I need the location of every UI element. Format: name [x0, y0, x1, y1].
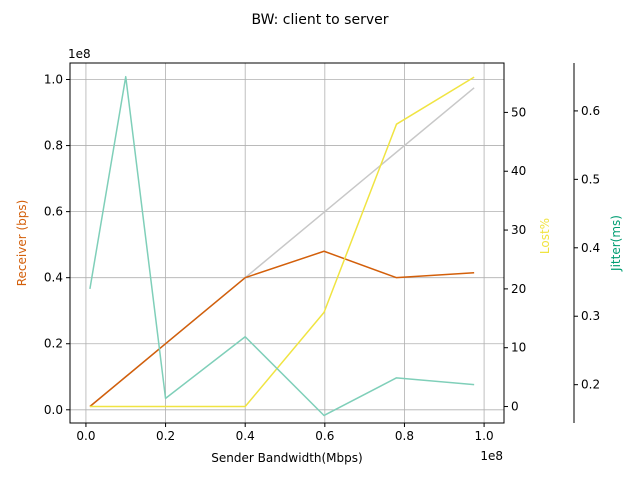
- left-tick-label: 0.4: [44, 271, 63, 285]
- series-line-receiver-bps: [89, 250, 475, 408]
- plot-frame: [69, 62, 505, 424]
- x-tick-label: 0.0: [76, 429, 95, 443]
- grid: [70, 63, 504, 423]
- right-y-axis-jitter: 0.2 0.3 0.4 0.5 0.6: [573, 63, 600, 423]
- left-tick-label: 0.8: [44, 139, 63, 153]
- left-tick-label: 0.6: [44, 205, 63, 219]
- x-axis: 0.0 0.2 0.4 0.6 0.8 1.0: [76, 423, 494, 443]
- right2-tick-label: 0.6: [581, 104, 600, 118]
- left-tick-label: 0.2: [44, 337, 63, 351]
- left-tick-label: 1.0: [44, 73, 63, 87]
- right2-tick-label: 0.2: [581, 378, 600, 392]
- x-tick-label: 0.2: [156, 429, 175, 443]
- x-tick-label: 0.4: [236, 429, 255, 443]
- x-tick-label: 0.6: [315, 429, 334, 443]
- right-y-axis-lost: 0 10 20 30 40 50: [504, 105, 526, 414]
- right-tick-label: 30: [511, 223, 526, 237]
- right-tick-label: 20: [511, 282, 526, 296]
- right2-tick-label: 0.3: [581, 309, 600, 323]
- x-axis-label: Sender Bandwidth(Mbps): [211, 451, 362, 465]
- right-axis-label-jitter: Jitter(ms): [609, 215, 623, 272]
- right2-tick-label: 0.5: [581, 172, 600, 186]
- left-offset-label: 1e8: [68, 47, 91, 61]
- left-y-axis: 0.0 0.2 0.4 0.6 0.8 1.0: [44, 73, 70, 417]
- chart-title: BW: client to server: [251, 12, 388, 28]
- right-axis-label-lost: Lost%: [538, 218, 552, 254]
- right-tick-label: 10: [511, 341, 526, 355]
- right-tick-label: 40: [511, 164, 526, 178]
- right2-tick-label: 0.4: [581, 241, 600, 255]
- series-lines: [89, 75, 475, 417]
- series-line-lost: [89, 76, 475, 408]
- x-tick-label: 0.8: [395, 429, 414, 443]
- right-tick-label: 0: [511, 400, 519, 414]
- x-tick-label: 1.0: [475, 429, 494, 443]
- left-tick-label: 0.0: [44, 403, 63, 417]
- left-axis-label: Receiver (bps): [15, 200, 29, 287]
- series-line-jitter-ms: [89, 75, 475, 417]
- x-offset-label: 1e8: [480, 449, 503, 463]
- right-tick-label: 50: [511, 105, 526, 119]
